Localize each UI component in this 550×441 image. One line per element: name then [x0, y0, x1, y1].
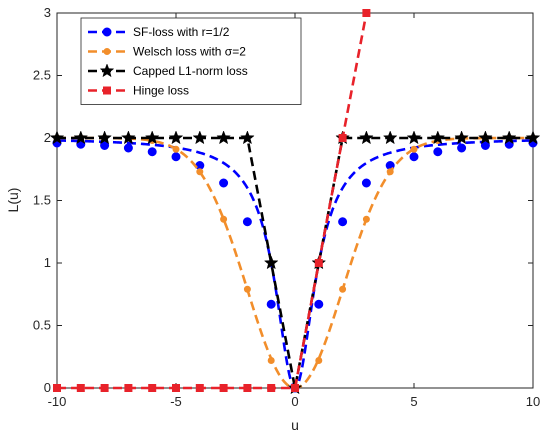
data-point-hinge — [243, 384, 252, 392]
data-point-welsch — [172, 145, 180, 153]
data-point-sf — [123, 143, 133, 153]
data-point-welsch — [410, 145, 418, 153]
data-point-hinge — [124, 384, 133, 392]
x-tick-label: 5 — [410, 394, 417, 409]
data-point-hinge — [100, 384, 109, 392]
data-point-sf — [242, 217, 252, 227]
x-tick-label: 0 — [291, 394, 298, 409]
data-point-capped — [501, 130, 517, 145]
legend-entry: Capped L1-norm loss — [88, 63, 248, 78]
y-axis-label: L(u) — [5, 188, 21, 213]
data-point-capped — [525, 130, 541, 145]
legend-marker — [103, 86, 111, 95]
data-point-sf — [219, 178, 229, 188]
axes: -10 -5 0 5 10 0 0.5 1 1.5 2 2.5 3 — [33, 5, 540, 409]
data-point-capped — [49, 130, 65, 145]
legend-label: SF-loss with r=1/2 — [133, 25, 230, 39]
data-point-capped — [454, 130, 469, 145]
x-tick-label: -10 — [48, 394, 67, 409]
data-point-sf — [147, 147, 157, 157]
data-point-sf — [314, 299, 324, 309]
data-point-hinge — [219, 384, 228, 392]
data-point-welsch — [267, 357, 275, 364]
data-point-capped — [144, 130, 160, 145]
data-point-sf — [338, 217, 348, 227]
y-tick-label: 1.5 — [33, 193, 51, 208]
data-point-hinge — [195, 384, 204, 392]
y-tick-label: 1 — [44, 255, 51, 270]
data-point-hinge — [338, 134, 347, 142]
data-point-capped — [382, 130, 398, 145]
y-tick-label: 0 — [44, 380, 51, 395]
y-tick-label: 0.5 — [33, 318, 51, 333]
data-point-capped — [121, 130, 136, 145]
data-point-hinge — [314, 259, 323, 267]
data-point-sf — [409, 152, 419, 162]
data-point-capped — [406, 130, 422, 145]
series-hinge — [53, 9, 371, 392]
data-point-sf — [457, 143, 467, 153]
data-point-capped — [478, 130, 493, 145]
data-point-hinge — [148, 384, 157, 392]
legend-label: Welsch loss with σ=2 — [133, 45, 246, 59]
y-tick-label: 2.5 — [33, 68, 51, 83]
data-point-sf — [433, 147, 443, 157]
data-point-welsch — [196, 168, 204, 176]
data-point-capped — [240, 130, 255, 145]
data-point-hinge — [291, 384, 299, 392]
data-point-capped — [216, 130, 231, 145]
data-point-hinge — [76, 384, 85, 392]
x-tick-label: 10 — [526, 394, 540, 409]
data-point-capped — [73, 130, 89, 145]
legend-label: Capped L1-norm loss — [133, 64, 248, 78]
series-capped — [49, 130, 541, 395]
data-point-hinge — [267, 384, 276, 392]
data-point-hinge — [53, 384, 61, 392]
data-point-capped — [192, 130, 208, 145]
data-point-welsch — [339, 285, 347, 293]
legend-marker — [102, 27, 112, 37]
x-axis-label: u — [291, 417, 299, 433]
data-point-capped — [263, 255, 279, 270]
data-point-sf — [266, 299, 276, 309]
data-point-welsch — [362, 215, 370, 223]
data-point-welsch — [386, 168, 394, 176]
data-point-sf — [361, 178, 371, 188]
data-point-welsch — [220, 215, 228, 223]
legend-marker — [99, 63, 115, 78]
data-point-hinge — [362, 9, 371, 17]
data-point-capped — [97, 130, 112, 145]
series-layer — [49, 9, 541, 395]
x-tick-label: -5 — [170, 394, 182, 409]
data-point-sf — [171, 152, 181, 162]
data-point-capped — [430, 130, 446, 145]
legend: SF-loss with r=1/2 Welsch loss with σ=2 Ca… — [80, 17, 302, 105]
legend-marker — [103, 48, 111, 55]
y-tick-label: 3 — [44, 5, 51, 20]
data-point-welsch — [243, 285, 251, 293]
data-point-capped — [359, 130, 374, 145]
legend-entry: Hinge loss — [88, 84, 189, 98]
data-point-capped — [168, 130, 184, 145]
legend-label: Hinge loss — [133, 84, 189, 98]
data-point-hinge — [172, 384, 180, 392]
y-tick-label: 2 — [44, 130, 51, 145]
legend-entry: Welsch loss with σ=2 — [88, 45, 246, 59]
legend-entry: SF-loss with r=1/2 — [88, 25, 230, 39]
data-point-welsch — [315, 357, 323, 364]
